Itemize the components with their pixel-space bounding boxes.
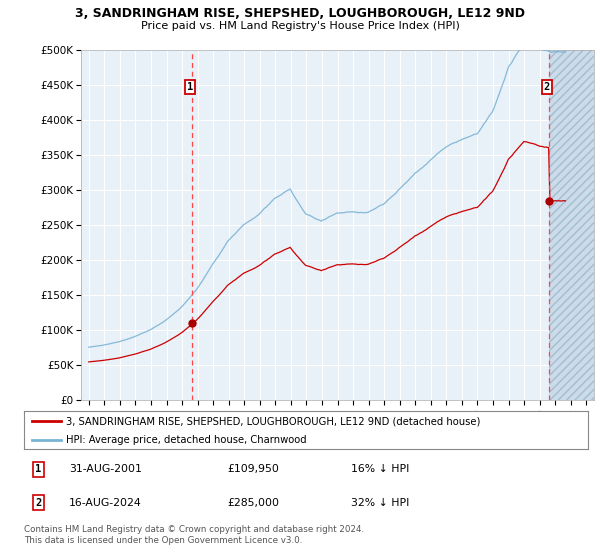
Bar (550, 50, 594, 400)
Text: 16% ↓ HPI: 16% ↓ HPI (351, 464, 409, 474)
Text: 2: 2 (544, 82, 550, 92)
Text: 3, SANDRINGHAM RISE, SHEPSHED, LOUGHBOROUGH, LE12 9ND: 3, SANDRINGHAM RISE, SHEPSHED, LOUGHBORO… (75, 7, 525, 20)
Text: 3, SANDRINGHAM RISE, SHEPSHED, LOUGHBOROUGH, LE12 9ND (detached house): 3, SANDRINGHAM RISE, SHEPSHED, LOUGHBORO… (66, 416, 481, 426)
Text: 1: 1 (35, 464, 41, 474)
Text: £285,000: £285,000 (227, 498, 279, 508)
Text: HPI: Average price, detached house, Charnwood: HPI: Average price, detached house, Char… (66, 435, 307, 445)
Text: 1: 1 (187, 82, 193, 92)
Text: 16-AUG-2024: 16-AUG-2024 (69, 498, 142, 508)
Text: 32% ↓ HPI: 32% ↓ HPI (351, 498, 409, 508)
Text: 2: 2 (35, 498, 41, 508)
Text: Price paid vs. HM Land Registry's House Price Index (HPI): Price paid vs. HM Land Registry's House … (140, 21, 460, 31)
Text: 31-AUG-2001: 31-AUG-2001 (69, 464, 142, 474)
Text: Contains HM Land Registry data © Crown copyright and database right 2024.
This d: Contains HM Land Registry data © Crown c… (24, 525, 364, 545)
Text: £109,950: £109,950 (227, 464, 279, 474)
